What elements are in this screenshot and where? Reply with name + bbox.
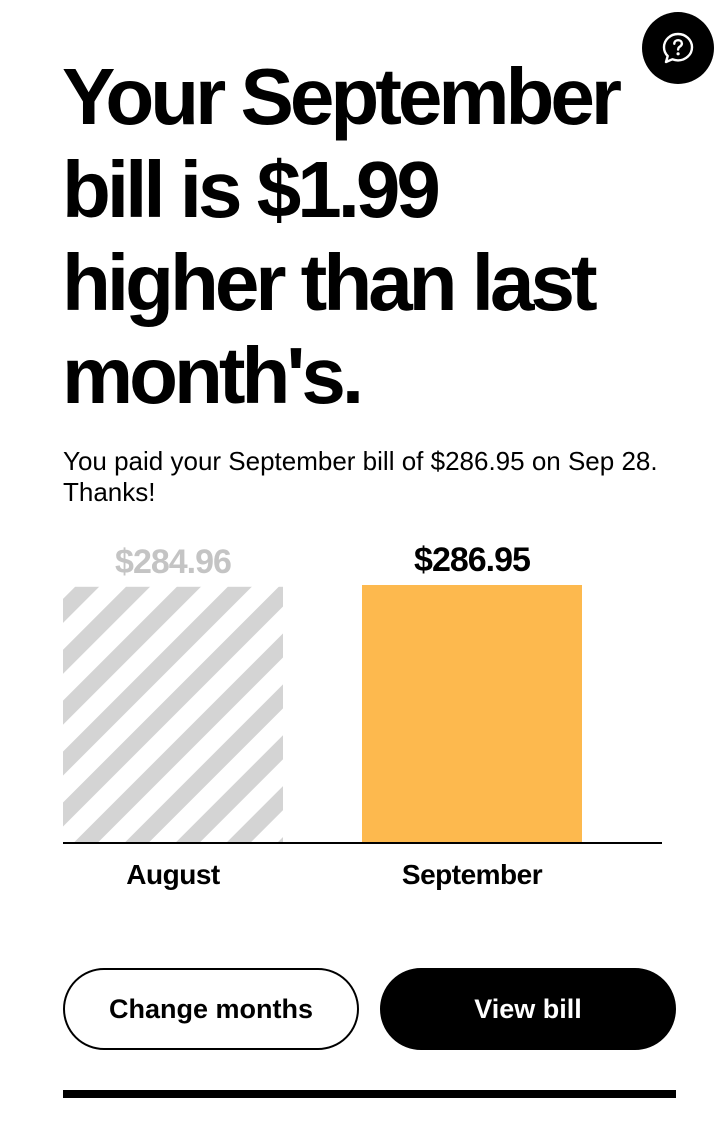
change-months-button[interactable]: Change months xyxy=(63,968,359,1050)
bottom-divider xyxy=(63,1090,676,1098)
view-bill-label: View bill xyxy=(474,993,582,1024)
bar-value-label-september: $286.95 xyxy=(414,541,530,579)
bar-value-label-august: $284.96 xyxy=(115,543,231,581)
question-mark-chat-icon xyxy=(661,31,695,65)
help-button[interactable] xyxy=(642,12,714,84)
change-months-label: Change months xyxy=(108,993,313,1024)
category-label-august: August xyxy=(126,859,220,890)
payment-confirmation-text: You paid your September bill of $286.95 … xyxy=(63,446,658,507)
category-label-september: September xyxy=(402,859,543,890)
bill-comparison-headline: Your September bill is $1.99 higher than… xyxy=(62,52,622,420)
bar-september xyxy=(362,585,582,842)
bar-august xyxy=(63,586,283,842)
view-bill-button[interactable]: View bill xyxy=(380,968,676,1050)
